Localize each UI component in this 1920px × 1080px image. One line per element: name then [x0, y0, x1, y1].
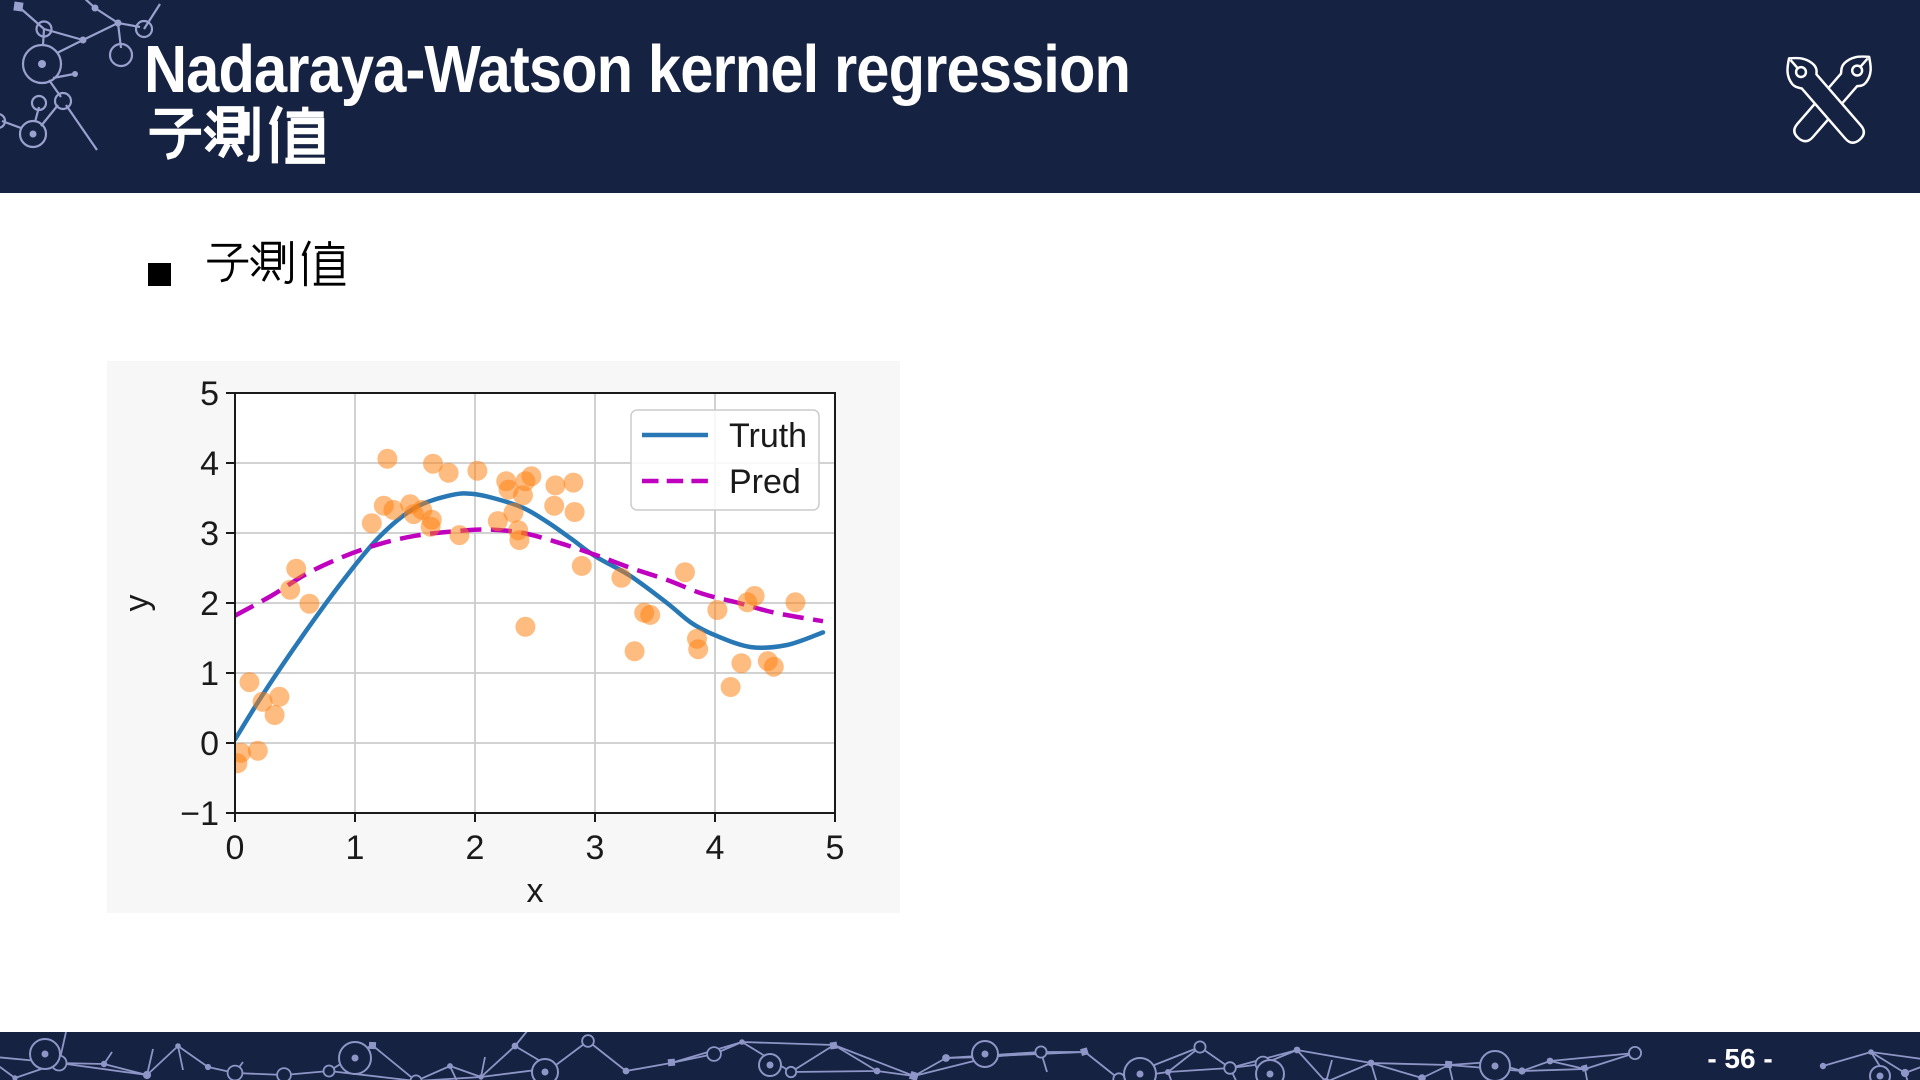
- svg-text:1: 1: [346, 829, 365, 867]
- svg-text:Truth: Truth: [729, 417, 807, 455]
- svg-text:4: 4: [706, 829, 725, 867]
- svg-text:4: 4: [200, 445, 219, 483]
- svg-text:0: 0: [226, 829, 245, 867]
- svg-text:x: x: [527, 872, 544, 910]
- svg-text:Pred: Pred: [729, 463, 801, 501]
- svg-text:3: 3: [586, 829, 605, 867]
- svg-text:5: 5: [200, 375, 219, 413]
- svg-text:1: 1: [200, 655, 219, 693]
- svg-text:2: 2: [200, 585, 219, 623]
- svg-text:5: 5: [826, 829, 845, 867]
- svg-text:0: 0: [200, 725, 219, 763]
- svg-text:2: 2: [466, 829, 485, 867]
- svg-text:−1: −1: [180, 795, 219, 833]
- svg-text:y: y: [118, 595, 156, 612]
- svg-text:3: 3: [200, 515, 219, 553]
